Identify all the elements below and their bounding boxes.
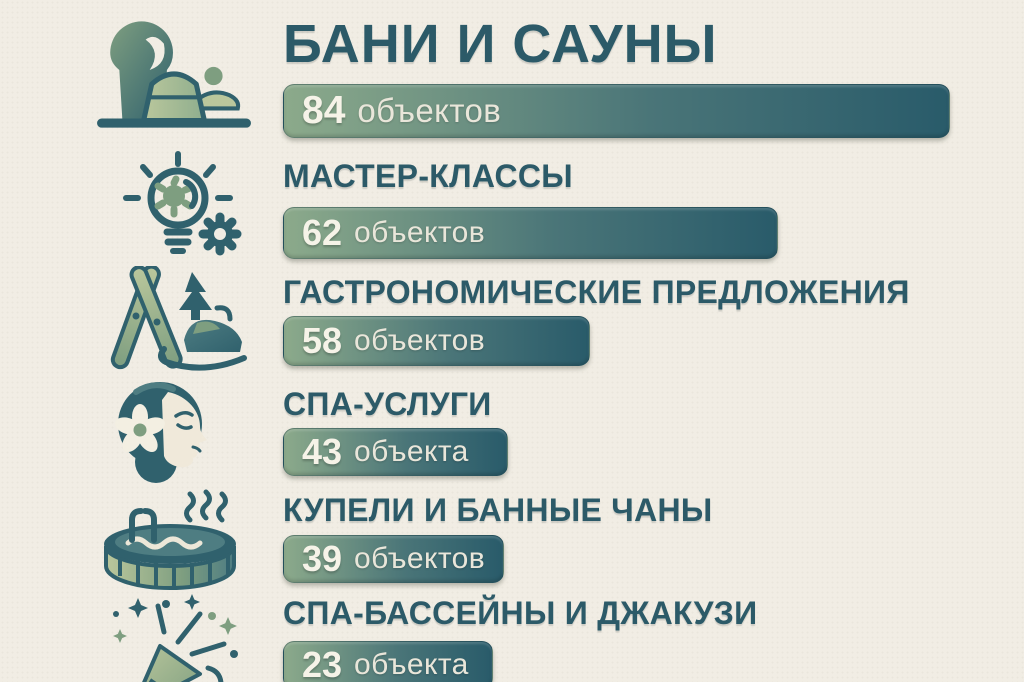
- count-bar: 84 объектов: [283, 84, 950, 138]
- count-value: 58: [302, 320, 343, 361]
- count-bar: 58 объектов: [283, 316, 590, 366]
- category-title: КУПЕЛИ И БАННЫЕ ЧАНЫ: [283, 492, 713, 528]
- count-value: 39: [302, 538, 343, 579]
- category-title: МАСТЕР-КЛАССЫ: [283, 158, 573, 194]
- count-unit: объектов: [354, 216, 486, 249]
- party-popper-icon: [104, 592, 254, 682]
- woman-spa-face-icon: [106, 372, 242, 490]
- lightbulb-gear-icon: [112, 150, 252, 262]
- count-bar: 62 объектов: [283, 207, 778, 259]
- category-title: БАНИ И САУНЫ: [283, 14, 718, 74]
- count-bar: 39 объектов: [283, 535, 504, 583]
- category-title: СПА-БАССЕЙНЫ И ДЖАКУЗИ: [283, 595, 758, 631]
- count-unit: объектов: [357, 92, 502, 129]
- count-unit: объекта: [354, 648, 469, 681]
- count-value: 23: [302, 644, 343, 682]
- count-value: 84: [302, 89, 346, 132]
- count-unit: объектов: [354, 542, 486, 575]
- hot-tub-icon: [94, 486, 254, 598]
- count-value: 43: [302, 431, 343, 472]
- skis-snowmobile-icon: [100, 266, 260, 376]
- category-title: ГАСТРОНОМИЧЕСКИЕ ПРЕДЛОЖЕНИЯ: [283, 274, 910, 310]
- count-bar: 43 объекта: [283, 428, 508, 476]
- sauna-tree-icon: [93, 12, 255, 136]
- count-bar: 23 объекта: [283, 641, 493, 682]
- count-unit: объекта: [354, 435, 469, 468]
- count-unit: объектов: [354, 324, 486, 357]
- category-title: СПА-УСЛУГИ: [283, 386, 492, 422]
- count-value: 62: [302, 212, 343, 253]
